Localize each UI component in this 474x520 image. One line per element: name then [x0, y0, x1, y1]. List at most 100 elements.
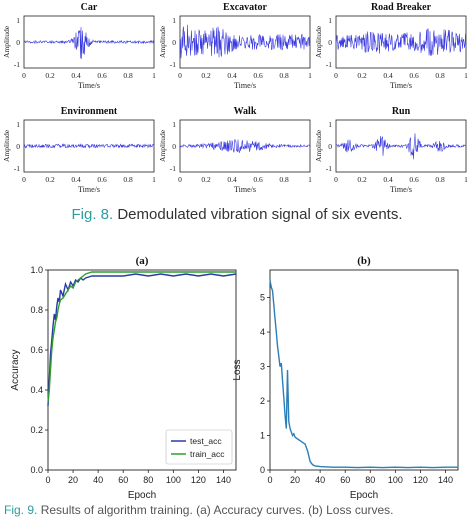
x-tick-label: 40 — [93, 475, 103, 485]
x-tick-label: 0.8 — [123, 175, 133, 184]
y-axis-label: Loss — [232, 359, 243, 380]
panel-frame — [179, 15, 311, 69]
x-tick-label: 0.4 — [383, 71, 393, 80]
x-axis-label: Time/s — [390, 81, 412, 90]
y-tick-label: 1 — [260, 431, 265, 441]
panel-title: Excavator — [223, 2, 267, 13]
x-tick-label: 100 — [166, 475, 181, 485]
signal-trace — [335, 27, 467, 56]
loss-chart: (b) 0 20 40 60 80 100 120 140 0 1 2 3 4 5 Epoch Loss — [232, 255, 459, 500]
y-axis-label: Amplitude — [2, 129, 11, 162]
panel-title: Walk — [234, 106, 257, 117]
y-tick-label: 4 — [260, 327, 265, 337]
y-tick-label: 0 — [328, 38, 332, 47]
y-tick-label: -1 — [170, 60, 176, 69]
x-tick-label: 0.4 — [383, 175, 393, 184]
x-tick-label: 0.2 — [201, 175, 211, 184]
panel-frame — [179, 119, 311, 173]
x-tick-label: 0.4 — [71, 175, 81, 184]
x-axis-label: Epoch — [128, 490, 156, 500]
x-tick-label: 120 — [413, 475, 428, 485]
series-line-train_acc — [47, 271, 236, 403]
panel-title: Environment — [61, 106, 118, 117]
x-tick-label: 0.8 — [279, 71, 289, 80]
x-tick-label: 0 — [334, 71, 338, 80]
chart-frame — [269, 269, 459, 471]
y-tick-label: 0 — [16, 38, 20, 47]
y-tick-label: 0.6 — [30, 345, 43, 355]
series-line-test_acc — [47, 273, 237, 407]
y-tick-label: 1 — [16, 120, 20, 129]
x-tick-label: 0 — [267, 475, 272, 485]
signal-trace — [23, 143, 155, 149]
x-tick-label: 140 — [438, 475, 453, 485]
y-tick-label: 2 — [260, 396, 265, 406]
x-tick-label: 0 — [334, 175, 338, 184]
x-tick-label: 0.8 — [435, 71, 445, 80]
x-tick-label: 0.2 — [201, 71, 211, 80]
y-tick-label: -1 — [14, 164, 20, 173]
x-tick-label: 40 — [315, 475, 325, 485]
x-axis-label: Time/s — [78, 185, 100, 194]
y-tick-label: 0.2 — [30, 425, 43, 435]
series-line-loss — [269, 280, 458, 469]
fig8-caption: Fig. 8. Demodulated vibration signal of … — [0, 206, 474, 223]
y-tick-label: 0.4 — [30, 385, 43, 395]
x-tick-label: 0.4 — [227, 71, 237, 80]
x-tick-label: 0 — [22, 175, 26, 184]
panel-frame — [335, 15, 467, 69]
panel-frame — [335, 119, 467, 173]
x-tick-label: 80 — [365, 475, 375, 485]
x-tick-label: 0.4 — [71, 71, 81, 80]
x-tick-label: 1 — [464, 175, 468, 184]
y-tick-label: -1 — [170, 164, 176, 173]
y-tick-label: 0 — [16, 142, 20, 151]
x-tick-label: 0.6 — [409, 71, 419, 80]
x-tick-label: 0.8 — [123, 71, 133, 80]
chart-title: (a) — [136, 255, 149, 267]
x-tick-label: 0.4 — [227, 175, 237, 184]
legend-label: test_acc — [190, 436, 222, 446]
signal-trace — [179, 139, 311, 153]
y-tick-label: 0 — [172, 142, 176, 151]
panel-title: Run — [392, 106, 411, 117]
x-tick-label: 1 — [152, 175, 156, 184]
x-axis-label: Time/s — [234, 185, 256, 194]
x-tick-label: 0.2 — [357, 175, 367, 184]
y-axis-label: Amplitude — [314, 25, 323, 58]
x-tick-label: 0 — [22, 71, 26, 80]
x-tick-label: 1 — [308, 175, 312, 184]
legend: test_acc train_acc — [165, 429, 233, 465]
y-tick-label: 0.8 — [30, 305, 43, 315]
x-tick-label: 60 — [340, 475, 350, 485]
y-tick-label: 1 — [16, 16, 20, 25]
y-tick-label: 0 — [172, 38, 176, 47]
y-tick-label: -1 — [14, 60, 20, 69]
fig9-caption-text: Results of algorithm training. (a) Accur… — [40, 503, 394, 517]
x-axis-label: Epoch — [350, 490, 378, 500]
x-tick-label: 80 — [143, 475, 153, 485]
y-tick-label: 1 — [328, 120, 332, 129]
y-tick-label: 1.0 — [30, 265, 43, 275]
y-tick-label: 3 — [260, 362, 265, 372]
x-tick-label: 0.6 — [97, 71, 107, 80]
y-tick-label: 1 — [328, 16, 332, 25]
y-axis-label: Accuracy — [10, 349, 21, 390]
legend-label: train_acc — [190, 449, 225, 459]
x-tick-label: 0 — [178, 71, 182, 80]
x-tick-label: 0 — [45, 475, 50, 485]
y-tick-label: 5 — [260, 293, 265, 303]
x-tick-label: 20 — [68, 475, 78, 485]
x-tick-label: 0.6 — [409, 175, 419, 184]
signal-trace — [335, 133, 467, 160]
x-axis-label: Time/s — [390, 185, 412, 194]
x-tick-label: 0.6 — [97, 175, 107, 184]
legend-box — [165, 429, 233, 465]
x-tick-label: 120 — [191, 475, 206, 485]
